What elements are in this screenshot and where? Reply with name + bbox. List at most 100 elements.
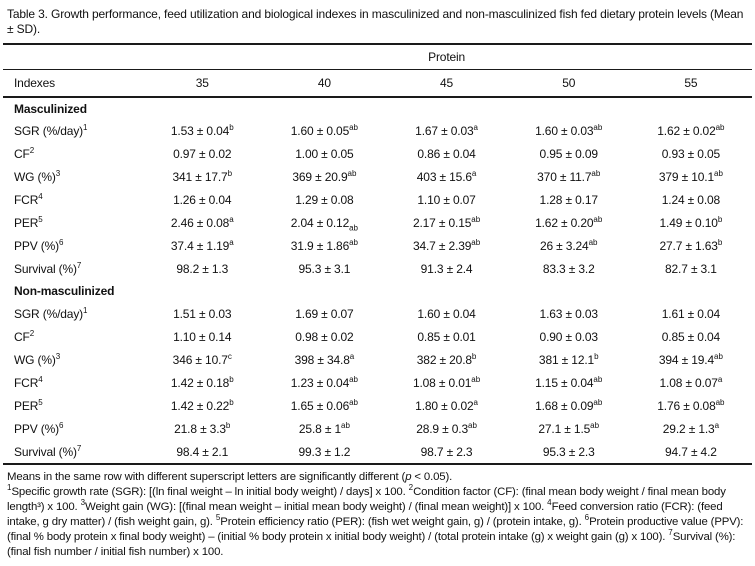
value-cell: 1.68 ± 0.09ab bbox=[535, 397, 603, 413]
value-cell: 1.60 ± 0.04 bbox=[417, 306, 476, 321]
row-label: CF2 bbox=[14, 145, 35, 161]
table-row: WG (%)3 346 ± 10.7c 398 ± 34.8a 382 ± 20.8b… bbox=[3, 348, 752, 371]
value-cell: 34.7 ± 2.39ab bbox=[412, 237, 481, 253]
value-cell: 1.60 ± 0.03ab bbox=[535, 122, 603, 138]
row-label: FCR4 bbox=[14, 374, 43, 390]
value-cell: 2.04 ± 0.12ab bbox=[290, 215, 359, 232]
value-cell: 94.7 ± 4.2 bbox=[665, 444, 717, 459]
value-cell: 346 ± 10.7c bbox=[172, 351, 232, 367]
footnote-marker: 2 bbox=[408, 483, 414, 493]
group-header-spacer bbox=[3, 45, 142, 70]
row-label: WG (%)3 bbox=[14, 168, 61, 184]
value-cell: 26 ± 3.24ab bbox=[539, 237, 598, 253]
value-cell: 1.60 ± 0.05ab bbox=[290, 122, 359, 138]
value-cell: 98.2 ± 1.3 bbox=[176, 261, 229, 276]
footnote-marker: 3 bbox=[80, 498, 86, 508]
row-label: PPV (%)6 bbox=[14, 420, 64, 436]
section-label: Masculinized bbox=[14, 101, 87, 116]
column-header-row: Indexes 35 40 45 50 55 bbox=[3, 69, 752, 98]
value-cell: 1.62 ± 0.02ab bbox=[657, 122, 725, 138]
value-cell: 0.86 ± 0.04 bbox=[417, 146, 476, 161]
value-cell: 27.7 ± 1.63b bbox=[659, 237, 723, 253]
row-label: Survival (%)7 bbox=[14, 443, 82, 459]
data-table: Protein Indexes 35 40 45 50 55 Masculini… bbox=[3, 45, 752, 463]
value-cell: 25.8 ± 1ab bbox=[298, 420, 350, 436]
row-label: Survival (%)7 bbox=[14, 260, 82, 276]
significance-suffix: < 0.05). bbox=[411, 471, 453, 483]
table-row: SGR (%/day)1 1.53 ± 0.04b 1.60 ± 0.05ab 1.6… bbox=[3, 119, 752, 142]
value-cell: 1.08 ± 0.01ab bbox=[412, 374, 481, 390]
footnote-marker: 6 bbox=[584, 513, 590, 523]
value-cell: 99.3 ± 1.2 bbox=[298, 444, 351, 459]
value-cell: 91.3 ± 2.4 bbox=[420, 261, 473, 276]
value-cell: 1.26 ± 0.04 bbox=[173, 192, 232, 207]
row-label: PER5 bbox=[14, 397, 43, 413]
section-header-row: Non-masculinized bbox=[3, 280, 752, 302]
value-cell: 1.67 ± 0.03a bbox=[415, 122, 478, 138]
value-cell: 0.90 ± 0.03 bbox=[539, 329, 598, 344]
row-label: WG (%)3 bbox=[14, 351, 61, 367]
value-cell: 31.9 ± 1.86ab bbox=[290, 237, 359, 253]
value-cell: 0.98 ± 0.02 bbox=[295, 329, 354, 344]
value-cell: 1.80 ± 0.02a bbox=[415, 397, 478, 413]
column-header-40: 40 bbox=[263, 69, 386, 98]
row-label: FCR4 bbox=[14, 191, 43, 207]
value-cell: 1.53 ± 0.04b bbox=[170, 122, 234, 138]
value-cell: 0.85 ± 0.04 bbox=[661, 329, 721, 344]
value-cell: 1.23 ± 0.04ab bbox=[290, 374, 359, 390]
column-header-45: 45 bbox=[385, 69, 508, 98]
value-cell: 382 ± 20.8b bbox=[416, 351, 477, 367]
column-header-indexes: Indexes bbox=[3, 69, 142, 98]
value-cell: 1.28 ± 0.17 bbox=[539, 192, 598, 207]
row-label: PPV (%)6 bbox=[14, 237, 64, 253]
value-cell: 1.10 ± 0.07 bbox=[417, 192, 476, 207]
footnote-marker: 5 bbox=[215, 513, 221, 523]
value-cell: 1.51 ± 0.03 bbox=[173, 306, 232, 321]
table-row: Survival (%)7 98.2 ± 1.3 95.3 ± 3.1 91.3 ± … bbox=[3, 257, 752, 280]
value-cell: 381 ± 12.1b bbox=[538, 351, 599, 367]
value-cell: 1.08 ± 0.07a bbox=[659, 374, 723, 390]
value-cell: 0.85 ± 0.01 bbox=[417, 329, 476, 344]
value-cell: 98.4 ± 2.1 bbox=[176, 444, 229, 459]
value-cell: 37.4 ± 1.19a bbox=[170, 237, 234, 253]
column-header-50: 50 bbox=[507, 69, 630, 98]
value-cell: 369 ± 20.9ab bbox=[292, 168, 357, 184]
table-row: CF2 0.97 ± 0.02 1.00 ± 0.05 0.86 ± 0.04 0.95… bbox=[3, 142, 752, 165]
significance-prefix: Means in the same row with different sup… bbox=[7, 471, 406, 483]
group-header-row: Protein bbox=[3, 45, 752, 70]
footnote-marker: 7 bbox=[668, 528, 673, 538]
footnote-marker: 1 bbox=[7, 483, 12, 493]
table-row: PPV (%)6 37.4 ± 1.19a 31.9 ± 1.86ab 34.7 ± … bbox=[3, 234, 752, 257]
value-cell: 0.97 ± 0.02 bbox=[173, 146, 232, 161]
value-cell: 83.3 ± 3.2 bbox=[542, 261, 595, 276]
table-row: WG (%)3 341 ± 17.7b 369 ± 20.9ab 403 ± 15.6… bbox=[3, 165, 752, 188]
significance-p-symbol: p bbox=[405, 471, 412, 483]
value-cell: 1.42 ± 0.22b bbox=[170, 397, 234, 413]
value-cell: 341 ± 17.7b bbox=[172, 168, 233, 184]
value-cell: 2.46 ± 0.08a bbox=[170, 214, 234, 230]
value-cell: 370 ± 11.7ab bbox=[537, 168, 601, 184]
table-caption: Table 3. Growth performance, feed utiliz… bbox=[3, 5, 752, 45]
column-header-35: 35 bbox=[141, 69, 264, 98]
footnotes: Means in the same row with different sup… bbox=[3, 465, 752, 566]
group-header-protein: Protein bbox=[141, 45, 752, 70]
value-cell: 2.17 ± 0.15ab bbox=[412, 214, 481, 230]
value-cell: 29.2 ± 1.3a bbox=[662, 420, 720, 436]
value-cell: 1.62 ± 0.20ab bbox=[535, 214, 603, 230]
row-label: SGR (%/day)1 bbox=[14, 305, 88, 321]
value-cell: 95.3 ± 2.3 bbox=[542, 444, 595, 459]
table-row: PER5 1.42 ± 0.22b 1.65 ± 0.06ab 1.80 ± 0.02… bbox=[3, 394, 752, 417]
value-cell: 1.61 ± 0.04 bbox=[661, 306, 721, 321]
table-row: SGR (%/day)1 1.51 ± 0.03 1.69 ± 0.07 1.60 ±… bbox=[3, 302, 752, 325]
value-cell: 1.00 ± 0.05 bbox=[295, 146, 354, 161]
value-cell: 21.8 ± 3.3b bbox=[174, 420, 231, 436]
row-label: SGR (%/day)1 bbox=[14, 122, 88, 138]
value-cell: 403 ± 15.6a bbox=[416, 168, 477, 184]
significance-note: Means in the same row with different sup… bbox=[7, 470, 748, 485]
table-row: Survival (%)7 98.4 ± 2.1 99.3 ± 1.2 98.7 ± … bbox=[3, 440, 752, 463]
value-cell: 95.3 ± 3.1 bbox=[298, 261, 351, 276]
value-cell: 0.95 ± 0.09 bbox=[539, 146, 598, 161]
value-cell: 1.15 ± 0.04ab bbox=[535, 374, 603, 390]
footnote-definitions: 1Specific growth rate (SGR): [(ln final … bbox=[7, 483, 744, 558]
